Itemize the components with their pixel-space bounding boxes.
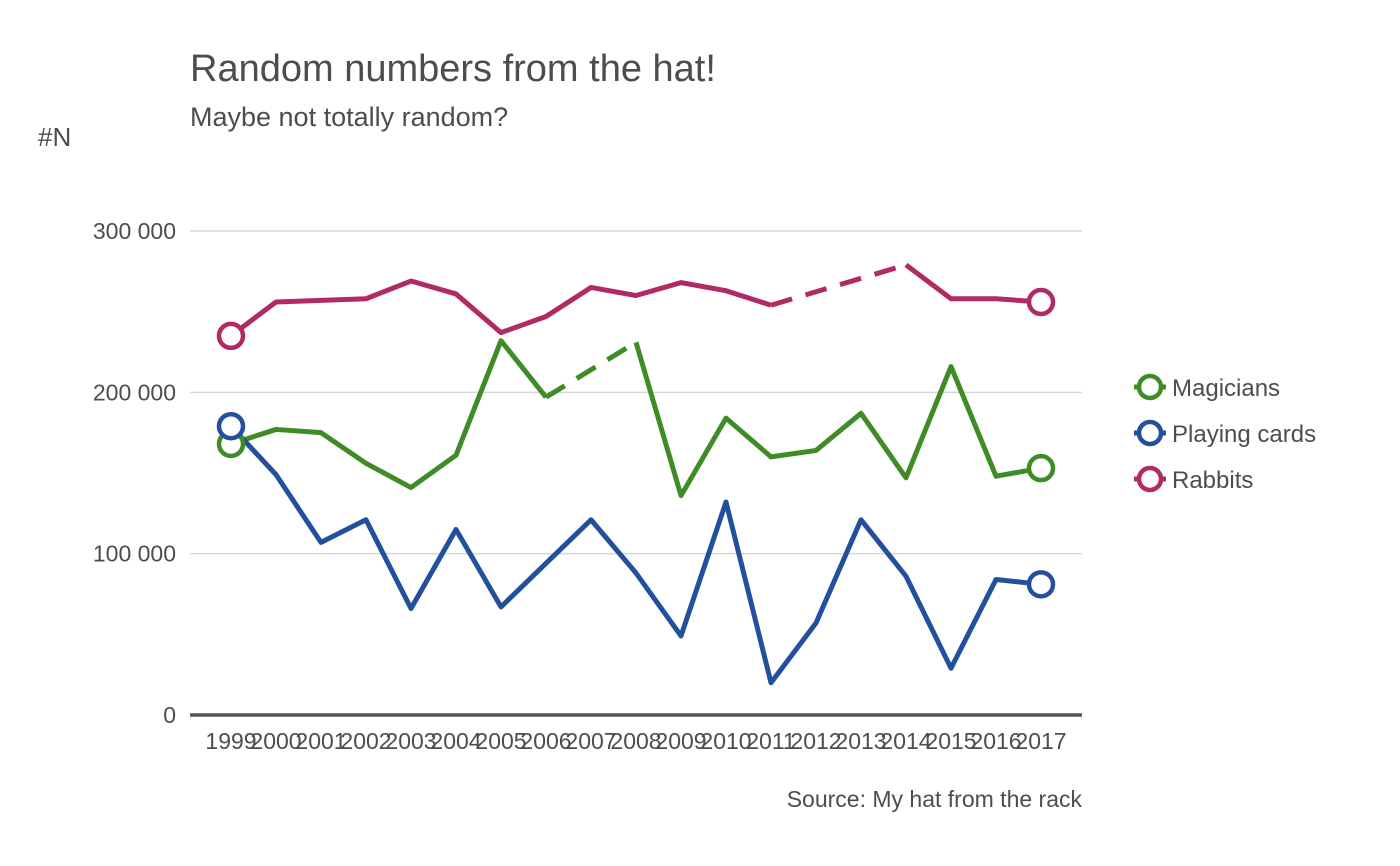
y-axis-label: #N <box>38 122 72 152</box>
legend-key-marker-rabbits <box>1136 465 1164 493</box>
x-tick-label: 2000 <box>250 728 301 754</box>
x-tick-label: 2013 <box>835 728 886 754</box>
series-line-playing-cards <box>229 424 1042 686</box>
x-tick-label: 2003 <box>385 728 436 754</box>
legend-key-marker-magicians <box>1136 373 1164 401</box>
y-tick-label: 100 000 <box>93 541 176 567</box>
x-tick-label: 1999 <box>205 728 256 754</box>
series-dashed-segment-rabbits <box>770 262 907 308</box>
legend-key-marker-playing-cards <box>1136 419 1164 447</box>
y-tick-label: 200 000 <box>93 379 176 405</box>
endpoint-marker-rabbits-start <box>216 321 246 351</box>
x-tick-label: 2016 <box>970 728 1021 754</box>
x-tick-label: 2001 <box>295 728 346 754</box>
x-tick-label: 2002 <box>340 728 391 754</box>
series-line-magicians <box>230 338 548 491</box>
chart-subtitle: Maybe not totally random? <box>190 102 509 132</box>
series-dashed-segment-magicians <box>544 340 638 400</box>
x-tick-label: 2004 <box>430 728 481 754</box>
legend-label-playing-cards: Playing cards <box>1172 421 1316 448</box>
legend-label-magicians: Magicians <box>1172 375 1280 402</box>
x-tick-label: 2017 <box>1015 728 1066 754</box>
x-tick-label: 2007 <box>565 728 616 754</box>
x-tick-label: 2005 <box>475 728 526 754</box>
endpoint-marker-playing-cards-start <box>216 411 246 441</box>
chart-title: Random numbers from the hat! <box>190 48 716 90</box>
x-tick-label: 2012 <box>790 728 841 754</box>
x-tick-label: 2015 <box>925 728 976 754</box>
endpoint-marker-playing-cards-end <box>1026 570 1056 599</box>
x-tick-label: 2009 <box>655 728 706 754</box>
x-tick-label: 2010 <box>700 728 751 754</box>
legend-label-rabbits: Rabbits <box>1172 467 1253 494</box>
endpoint-marker-magicians-end <box>1026 453 1056 483</box>
source-caption: Source: My hat from the rack <box>786 786 1082 812</box>
series-line-rabbits <box>229 278 772 338</box>
series-line-rabbits <box>904 262 1042 305</box>
series-line-magicians <box>633 341 1042 499</box>
y-tick-label: 300 000 <box>93 218 176 244</box>
x-tick-label: 2014 <box>880 728 931 754</box>
x-tick-label: 2008 <box>610 728 661 754</box>
x-tick-label: 2011 <box>746 728 795 754</box>
endpoint-marker-rabbits-end <box>1026 287 1056 317</box>
y-tick-label: 0 <box>163 702 176 728</box>
x-tick-label: 2006 <box>520 728 571 754</box>
